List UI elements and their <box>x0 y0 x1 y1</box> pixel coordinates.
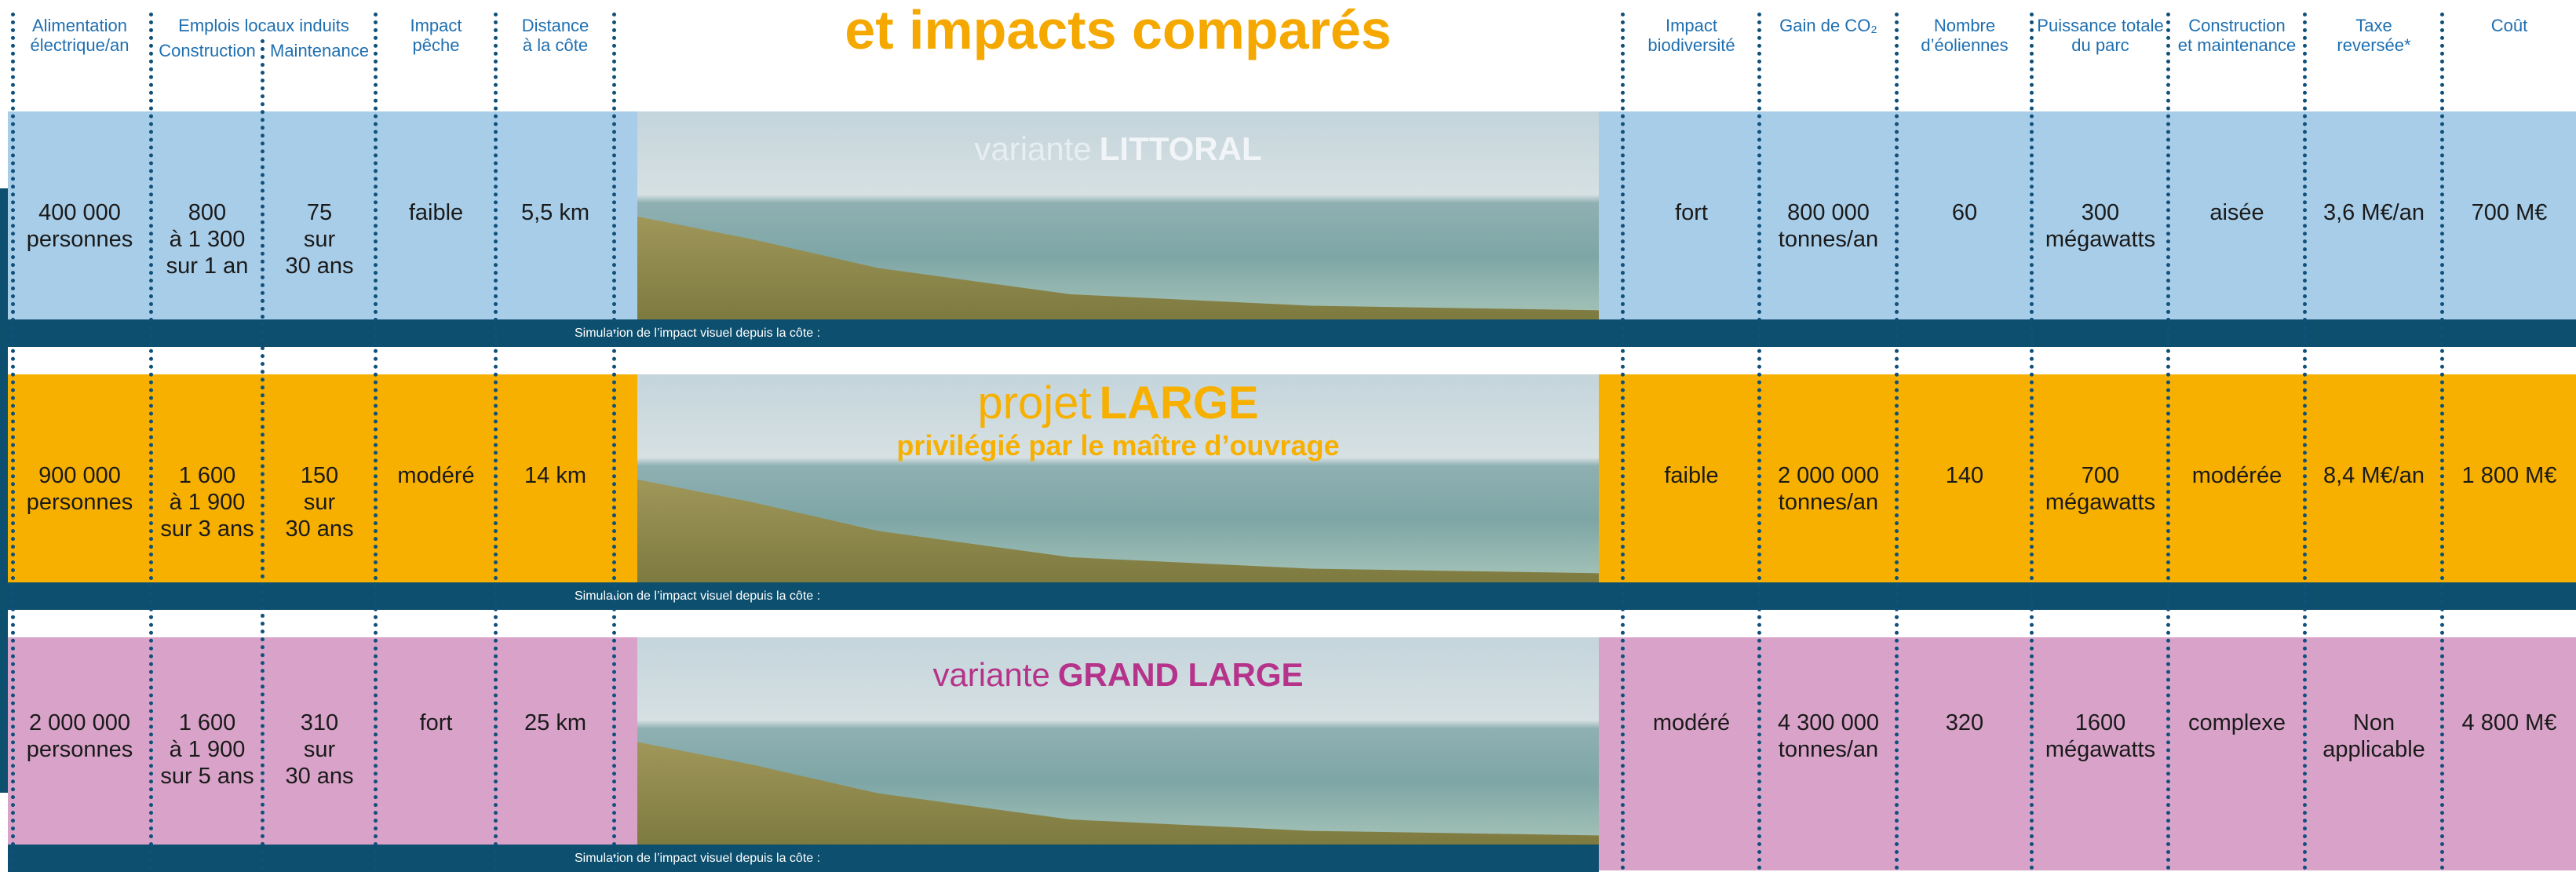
cell: 1600 mégawatts <box>2032 710 2169 763</box>
cell: faible <box>376 199 496 226</box>
column-header: Coût <box>2443 16 2576 35</box>
page: et impacts comparés (() => { const data … <box>0 0 2576 870</box>
cell: 1 800 M€ <box>2443 462 2576 489</box>
column-group-header: Emplois locaux induits <box>151 16 376 35</box>
column-header: Nombre d’éoliennes <box>1897 16 2032 55</box>
cell: 1 600 à 1 900 sur 5 ans <box>151 710 263 790</box>
cell: 310 sur 30 ans <box>263 710 376 790</box>
cell: faible <box>1623 462 1760 489</box>
cell: 2 000 000 personnes <box>8 710 151 763</box>
cell: 1 600 à 1 900 sur 3 ans <box>151 462 263 542</box>
cell: 150 sur 30 ans <box>263 462 376 542</box>
column-header: Construction et maintenance <box>2169 16 2305 55</box>
variant-subtitle: privilégié par le maître d’ouvrage <box>637 430 1599 462</box>
column-rule <box>2303 13 2307 870</box>
column-rule <box>612 13 616 870</box>
cell: 300 mégawatts <box>2032 199 2169 253</box>
column-header: Alimentation électrique/an <box>8 16 151 55</box>
cell: 3,6 M€/an <box>2305 199 2443 226</box>
cell: Non applicable <box>2305 710 2443 763</box>
column-rule <box>2166 13 2170 870</box>
photo-land <box>637 731 1599 845</box>
column-rule <box>1621 13 1625 870</box>
simulation-caption: Simulation de l’impact visuel depuis la … <box>575 582 820 610</box>
cell: fort <box>376 710 496 736</box>
cell: 25 km <box>496 710 615 736</box>
cell: 8,4 M€/an <box>2305 462 2443 489</box>
cell: 75 sur 30 ans <box>263 199 376 279</box>
cell: fort <box>1623 199 1760 226</box>
variant-name: GRAND LARGE <box>1058 656 1304 693</box>
variant-prefix: variante <box>932 656 1049 693</box>
cell: 14 km <box>496 462 615 489</box>
simulation-band <box>8 582 2576 610</box>
column-header: Distance à la côte <box>496 16 615 55</box>
variant-prefix: variante <box>974 130 1091 167</box>
cell: 4 800 M€ <box>2443 710 2576 736</box>
cell: 320 <box>1897 710 2032 736</box>
cell: complexe <box>2169 710 2305 736</box>
cell: 700 mégawatts <box>2032 462 2169 516</box>
cell: 5,5 km <box>496 199 615 226</box>
column-rule <box>261 39 265 870</box>
column-rule <box>149 13 153 870</box>
cell: aisée <box>2169 199 2305 226</box>
variant-name: LARGE <box>1100 378 1259 429</box>
column-header: Impact pêche <box>376 16 496 55</box>
title: et impacts comparés <box>637 0 1599 61</box>
column-header: Gain de CO₂ <box>1760 16 1897 35</box>
cell: 4 300 000 tonnes/an <box>1760 710 1897 763</box>
cell: 800 à 1 300 sur 1 an <box>151 199 263 279</box>
column-rule <box>2030 13 2034 870</box>
column-rule <box>11 13 15 870</box>
cell: 140 <box>1897 462 2032 489</box>
simulation-caption: Simulation de l’impact visuel depuis la … <box>575 319 820 347</box>
column-rule <box>494 13 498 870</box>
column-rule <box>1757 13 1761 870</box>
cell: modéré <box>1623 710 1760 736</box>
cell: modérée <box>2169 462 2305 489</box>
cell: 700 M€ <box>2443 199 2576 226</box>
cell: modéré <box>376 462 496 489</box>
column-header: Impact biodiversité <box>1623 16 1760 55</box>
variant-prefix: projet <box>977 378 1091 429</box>
variant-name: LITTORAL <box>1100 130 1262 167</box>
cell: 2 000 000 tonnes/an <box>1760 462 1897 516</box>
photo-land <box>637 205 1599 319</box>
column-rule <box>2440 13 2444 870</box>
column-header: Taxe reversée* <box>2305 16 2443 55</box>
cell: 800 000 tonnes/an <box>1760 199 1897 253</box>
photo-land <box>637 468 1599 582</box>
column-rule <box>374 13 378 870</box>
cell: 400 000 personnes <box>8 199 151 253</box>
column-header: Puissance totale du parc <box>2032 16 2169 55</box>
simulation-caption: Simulation de l’impact visuel depuis la … <box>575 845 820 872</box>
column-header: Maintenance <box>263 41 376 60</box>
column-header: Construction <box>151 41 263 60</box>
simulation-band <box>8 319 2576 347</box>
column-rule <box>1895 13 1899 870</box>
left-strip <box>0 188 8 793</box>
cell: 900 000 personnes <box>8 462 151 516</box>
cell: 60 <box>1897 199 2032 226</box>
